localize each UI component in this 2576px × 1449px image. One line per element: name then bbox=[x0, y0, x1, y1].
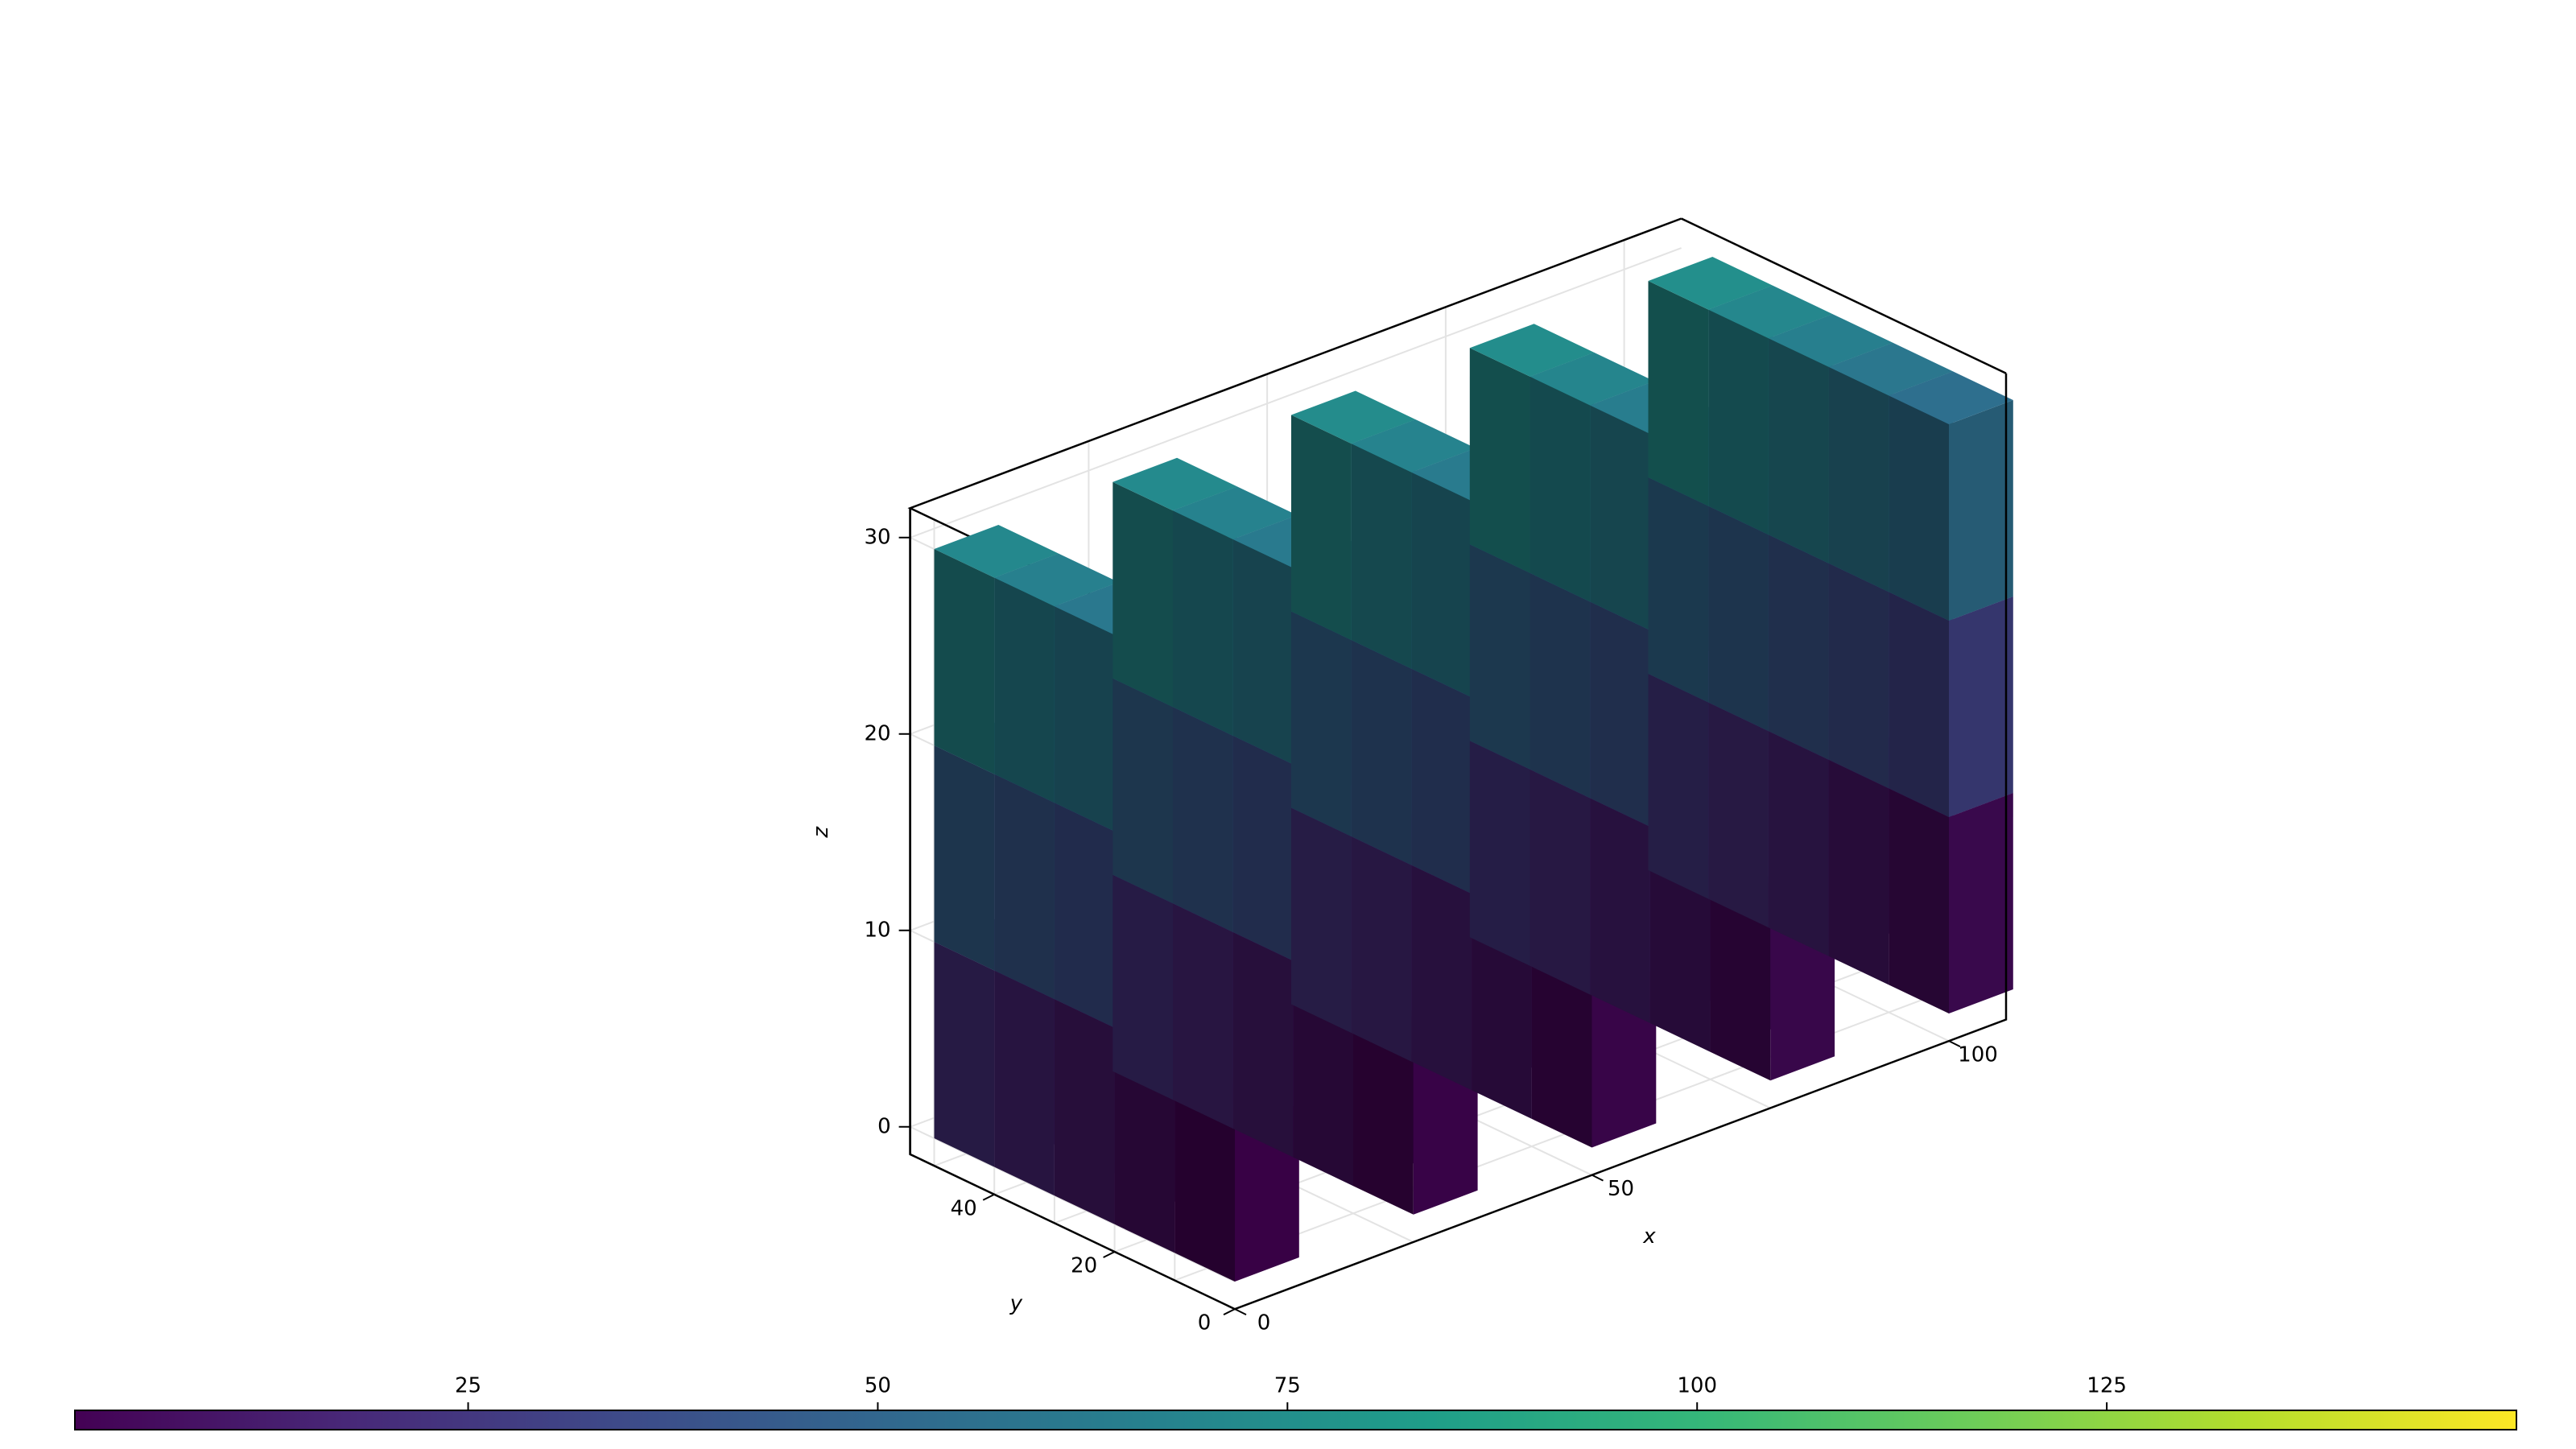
voxel-face-top bbox=[1828, 342, 1954, 396]
voxel-face-top bbox=[1351, 419, 1476, 473]
y-axis-label: y bbox=[1009, 1292, 1023, 1316]
voxel-face-front bbox=[1411, 668, 1472, 894]
voxel-face-front bbox=[1351, 640, 1412, 865]
z-tick-label: 0 bbox=[877, 1114, 891, 1138]
voxel-face-front bbox=[1173, 903, 1233, 1129]
z-tick-label: 30 bbox=[865, 525, 891, 549]
voxel-face-front bbox=[994, 774, 1055, 1000]
voxel-face-top bbox=[1113, 457, 1237, 511]
voxel-face-front bbox=[1232, 736, 1294, 961]
voxel-face-front bbox=[1648, 281, 1709, 506]
x-axis-label: x bbox=[1642, 1224, 1656, 1249]
voxel-face-front bbox=[1768, 338, 1829, 564]
tick-mark bbox=[1234, 1308, 1247, 1316]
x-tick-label: 100 bbox=[1958, 1043, 1998, 1067]
voxel-face-top bbox=[1889, 371, 2013, 424]
voxel-face-front bbox=[1889, 788, 1949, 1013]
voxel-blocks bbox=[934, 257, 2013, 1282]
voxel-face-front bbox=[934, 549, 995, 774]
voxel-face-front bbox=[1828, 563, 1889, 789]
voxel-face-front bbox=[1351, 444, 1412, 669]
voxel-face-front bbox=[1469, 741, 1530, 966]
y-tick-label: 40 bbox=[951, 1196, 977, 1220]
voxel-face-front bbox=[1708, 506, 1769, 732]
voxel-face-top bbox=[1768, 314, 1893, 367]
voxel-face-front bbox=[1291, 415, 1352, 641]
y-tick-label: 20 bbox=[1071, 1253, 1097, 1278]
voxel-face-front bbox=[1708, 702, 1769, 928]
voxel-face-front bbox=[1291, 807, 1352, 1034]
voxel-face-front bbox=[1768, 535, 1829, 760]
colorbar-gradient bbox=[74, 1410, 2517, 1430]
voxel-face-front bbox=[1113, 874, 1173, 1100]
voxel-face-front bbox=[1113, 481, 1173, 708]
axis-edge bbox=[1681, 217, 2007, 374]
voxel-face-top bbox=[1469, 324, 1595, 377]
voxel-face-top bbox=[1648, 257, 1773, 310]
voxel-face-front bbox=[934, 745, 995, 971]
tick-mark bbox=[1591, 1174, 1604, 1182]
voxel-face-front bbox=[1590, 601, 1650, 827]
voxel-face-front bbox=[1530, 769, 1591, 995]
voxel-face-right bbox=[1949, 793, 2013, 1013]
colorbar-tick-label: 100 bbox=[1677, 1374, 1717, 1398]
voxel-face-front bbox=[1828, 366, 1889, 592]
x-tick-label: 50 bbox=[1608, 1177, 1634, 1201]
voxel-face-front bbox=[1232, 932, 1294, 1158]
voxel-face-front bbox=[1469, 348, 1530, 573]
colorbar-tick-label: 25 bbox=[455, 1374, 481, 1398]
voxel-face-top bbox=[994, 553, 1119, 607]
voxel-face-top bbox=[934, 525, 1059, 578]
x-tick-label: 0 bbox=[1257, 1311, 1271, 1335]
voxel-face-front bbox=[1054, 803, 1115, 1028]
voxel-face-top bbox=[1173, 486, 1298, 539]
colorbar-tick-label: 50 bbox=[865, 1374, 891, 1398]
voxel-face-front bbox=[1113, 678, 1173, 904]
z-tick-label: 10 bbox=[865, 918, 891, 942]
voxel-face-front bbox=[1173, 707, 1233, 932]
voxel-face-front bbox=[1889, 395, 1949, 621]
colorbar: 25 50 75 100 125 bbox=[74, 1374, 2517, 1430]
voxel-face-front bbox=[1648, 477, 1709, 703]
voxel-4-0-2 bbox=[1889, 371, 2013, 621]
voxel-face-front bbox=[1590, 405, 1650, 630]
voxel-face-front bbox=[1530, 572, 1591, 799]
voxel-face-top bbox=[1708, 285, 1833, 339]
voxel-face-front bbox=[1351, 836, 1412, 1062]
voxel-face-front bbox=[1469, 544, 1530, 770]
tick-mark bbox=[1948, 1040, 1961, 1048]
voxel-face-front bbox=[1648, 674, 1709, 899]
voxel-face-front bbox=[1411, 865, 1472, 1091]
voxel-face-front bbox=[1889, 592, 1949, 817]
voxel-face-front bbox=[1173, 510, 1233, 736]
voxel-face-right bbox=[1949, 400, 2013, 621]
voxel-face-front bbox=[994, 577, 1055, 803]
voxel-face-front bbox=[1411, 472, 1472, 698]
voxel-face-top bbox=[1530, 352, 1654, 406]
voxel-face-front bbox=[1291, 611, 1352, 837]
colorbar-tick-label: 75 bbox=[1274, 1374, 1301, 1398]
voxel-face-top bbox=[1291, 390, 1416, 444]
voxel-face-front bbox=[1590, 798, 1650, 1023]
voxel-face-front bbox=[1768, 731, 1829, 956]
tick-mark bbox=[982, 1193, 995, 1201]
tick-mark bbox=[1223, 1308, 1236, 1316]
voxel-face-front bbox=[1708, 309, 1769, 535]
voxel-face-front bbox=[1054, 606, 1115, 832]
voxel-face-front bbox=[1530, 376, 1591, 602]
voxel-face-front bbox=[1054, 999, 1115, 1224]
z-axis-label: z bbox=[809, 826, 833, 839]
z-tick-label: 20 bbox=[865, 721, 891, 745]
tick-mark bbox=[1103, 1251, 1116, 1258]
y-tick-label: 0 bbox=[1198, 1311, 1212, 1335]
voxel-face-front bbox=[934, 942, 995, 1167]
colorbar-tick-label: 125 bbox=[2087, 1374, 2127, 1398]
voxel-face-front bbox=[994, 970, 1055, 1196]
axis-ticks: 0 50 100 0 20 40 0 10 20 30 x y z bbox=[809, 525, 1998, 1335]
voxel-face-right bbox=[1949, 597, 2013, 817]
voxel-face-front bbox=[1828, 759, 1889, 985]
voxel-face-front bbox=[1232, 539, 1294, 765]
